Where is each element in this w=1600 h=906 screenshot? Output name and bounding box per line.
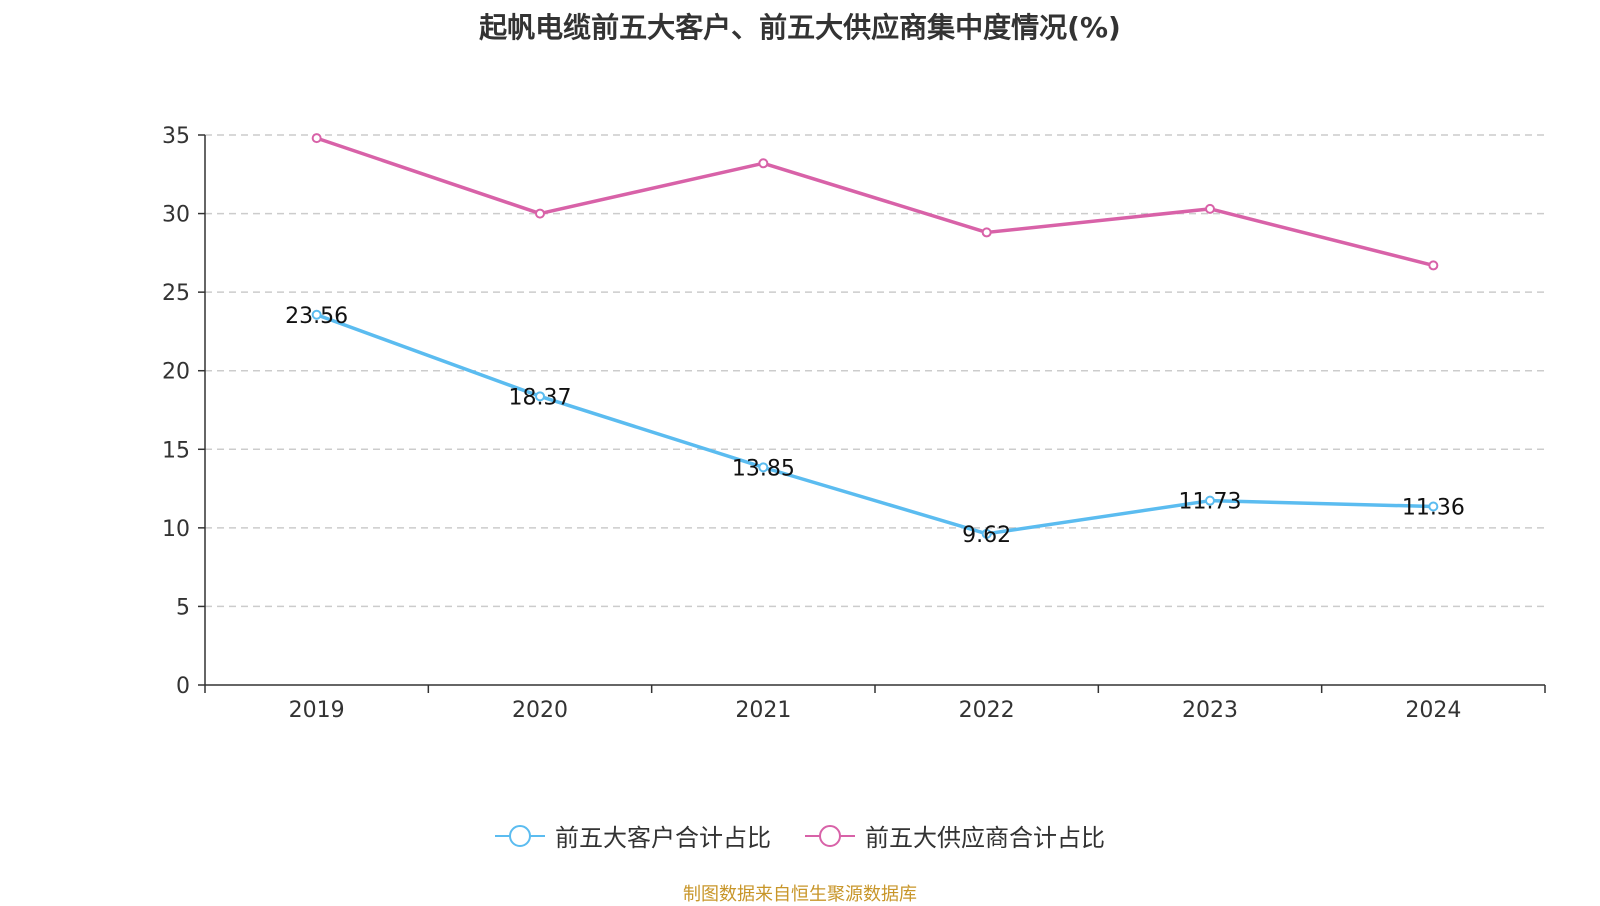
- data-label: 18.37: [509, 385, 572, 410]
- series-line-0: [316, 313, 1434, 536]
- data-point: [1205, 203, 1215, 214]
- series-lines: [311, 133, 1439, 539]
- x-tick-label: 2022: [959, 698, 1015, 723]
- y-tick-label: 10: [162, 517, 190, 542]
- chart-title: 起帆电缆前五大客户、前五大供应商集中度情况(%): [479, 11, 1121, 44]
- data-label: 23.56: [285, 304, 348, 329]
- x-tick-label: 2023: [1182, 698, 1238, 723]
- data-point: [311, 133, 322, 144]
- y-tick-label: 20: [162, 360, 190, 385]
- data-label: 11.36: [1402, 495, 1465, 520]
- axes: 0 5 10 15 20 25 30 35 2019 2020 2021 2022 2023 2024: [162, 124, 1546, 723]
- data-label: 9.62: [962, 523, 1011, 548]
- series-line-1: [316, 136, 1434, 268]
- data-point: [535, 208, 545, 219]
- x-tick-label: 2020: [512, 698, 568, 723]
- data-point: [981, 528, 992, 539]
- y-tick-label: 30: [162, 203, 190, 228]
- legend-item-customers[interactable]: 前五大客户合计占比: [495, 818, 771, 853]
- legend-item-suppliers[interactable]: 前五大供应商合计占比: [805, 818, 1105, 853]
- legend: 前五大客户合计占比 前五大供应商合计占比: [0, 818, 1600, 853]
- data-point: [1428, 260, 1439, 271]
- data-point: [758, 158, 769, 169]
- y-tick-label: 5: [176, 595, 190, 620]
- data-point: [1428, 501, 1439, 512]
- gridlines: [205, 134, 1545, 608]
- data-point: [535, 391, 545, 402]
- data-point: [311, 309, 322, 320]
- data-point: [1205, 495, 1215, 506]
- legend-label-suppliers: 前五大供应商合计占比: [865, 824, 1105, 852]
- x-tick-label: 2024: [1405, 698, 1461, 723]
- data-label: 11.73: [1179, 490, 1242, 515]
- legend-label-customers: 前五大客户合计占比: [555, 824, 771, 852]
- y-tick-label: 25: [162, 281, 190, 306]
- legend-line-circle-icon: [495, 824, 545, 847]
- data-labels: 23.56 18.37 13.85 9.62 11.73 11.36: [285, 304, 1465, 548]
- x-tick-label: 2021: [735, 698, 791, 723]
- data-point: [981, 227, 992, 238]
- y-tick-label: 35: [162, 124, 190, 149]
- legend-line-circle-icon: [805, 824, 855, 847]
- data-point: [758, 462, 769, 473]
- x-tick-label: 2019: [289, 698, 345, 723]
- y-tick-label: 15: [162, 438, 190, 463]
- data-label: 13.85: [732, 456, 795, 481]
- source-note: 制图数据来自恒生聚源数据库: [683, 884, 917, 905]
- y-tick-label: 0: [176, 674, 190, 699]
